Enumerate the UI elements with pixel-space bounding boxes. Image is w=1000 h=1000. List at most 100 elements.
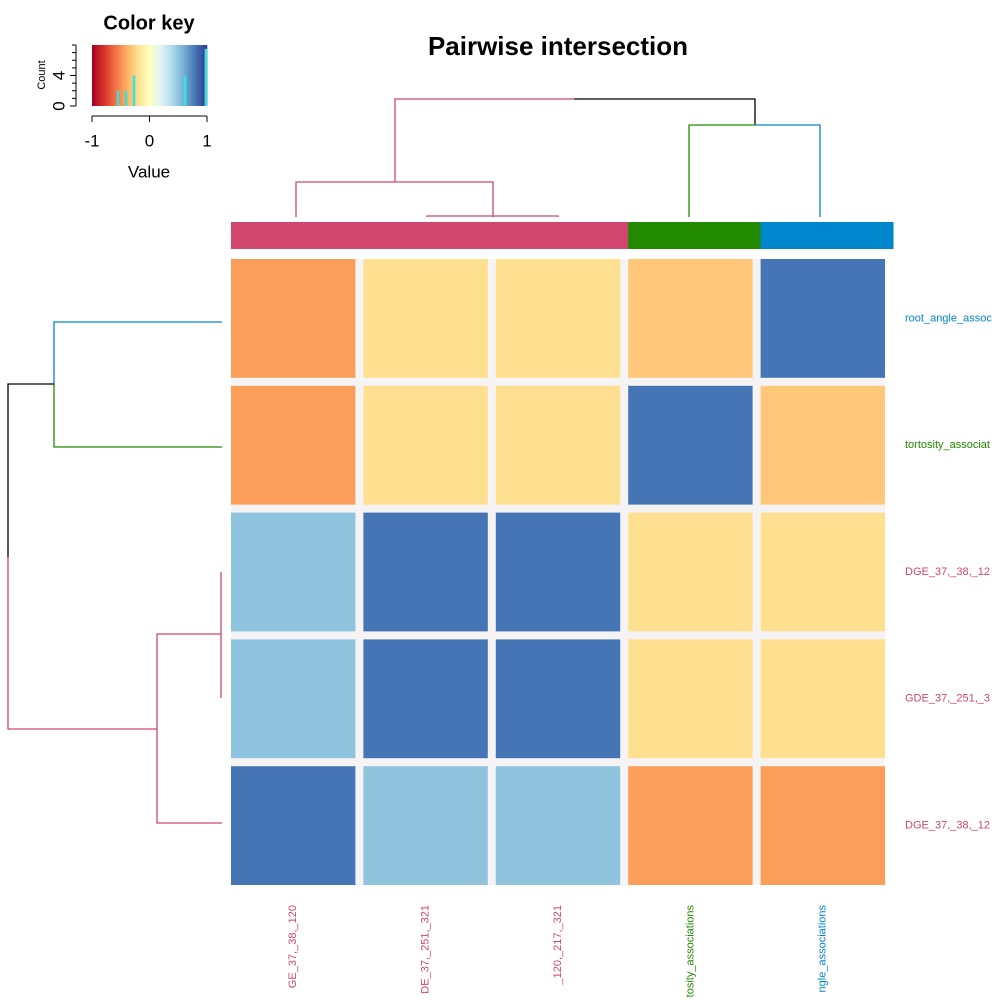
- column-color-bar: [628, 222, 762, 249]
- key-gradient: [107, 45, 110, 106]
- heatmap-cell: [363, 259, 488, 378]
- key-gradient: [143, 45, 146, 106]
- heatmap-cell: [231, 766, 356, 885]
- key-gradient: [115, 45, 118, 106]
- key-gradient: [203, 45, 206, 106]
- heatmap-cell: [231, 259, 356, 378]
- heatmap-cell: [760, 259, 885, 378]
- key-x-tick-label: -1: [84, 131, 99, 150]
- key-gradient: [193, 45, 196, 106]
- key-gradient: [153, 45, 156, 106]
- key-gradient: [191, 45, 194, 106]
- heatmap-cell: [628, 639, 753, 759]
- heatmap-cell: [363, 639, 488, 759]
- key-gradient: [120, 45, 123, 106]
- key-gradient: [166, 45, 169, 106]
- row-label: tortosity_associat: [905, 439, 990, 451]
- column-color-bar: [231, 222, 364, 249]
- column-color-bar: [760, 222, 894, 249]
- key-gradient: [138, 45, 141, 106]
- key-gradient: [111, 45, 114, 106]
- key-gradient: [155, 45, 158, 106]
- key-gradient: [185, 45, 189, 106]
- key-gradient: [128, 45, 131, 106]
- key-gradient: [161, 45, 164, 106]
- key-ylabel: Count: [36, 60, 48, 89]
- column-label: _120,_217,_321: [552, 905, 564, 986]
- key-x-tick-label: 0: [145, 131, 154, 150]
- heatmap-cell: [628, 385, 753, 505]
- key-gradient: [164, 45, 168, 106]
- key-gradient: [109, 45, 112, 106]
- key-x-tick-label: 1: [202, 131, 211, 150]
- key-gradient: [122, 45, 125, 106]
- heatmap-cell: [495, 766, 621, 885]
- key-gradient: [97, 45, 100, 106]
- row-label: root_angle_assoc: [905, 312, 992, 324]
- key-gradient: [92, 45, 95, 106]
- key-gradient: [199, 45, 202, 106]
- heatmap-cell: [628, 259, 753, 378]
- key-gradient: [162, 45, 166, 106]
- key-gradient: [139, 45, 143, 106]
- key-gradient: [174, 45, 177, 106]
- heatmap-cell: [231, 639, 356, 759]
- key-gradient: [189, 45, 192, 106]
- column-color-bar: [363, 222, 497, 249]
- key-gradient: [95, 45, 99, 106]
- key-gradient: [159, 45, 162, 106]
- key-gradient: [103, 45, 106, 106]
- key-gradient: [172, 45, 175, 106]
- heatmap-cell: [628, 766, 753, 885]
- key-y-tick-label: 4: [49, 71, 68, 80]
- heatmap-cell: [495, 385, 621, 505]
- key-gradient: [145, 45, 148, 106]
- key-gradient: [157, 45, 160, 106]
- key-gradient: [118, 45, 122, 106]
- key-gradient: [176, 45, 179, 106]
- heatmap-cell: [495, 259, 621, 378]
- key-gradient: [197, 45, 200, 106]
- key-gradient: [130, 45, 133, 106]
- key-y-tick-label: 0: [49, 101, 68, 110]
- column-label: GE_37,_38,_120: [287, 905, 299, 988]
- key-gradient: [99, 45, 102, 106]
- key-gradient: [124, 45, 127, 106]
- key-gradient: [195, 45, 198, 106]
- key-gradient: [182, 45, 185, 106]
- heatmap-cell: [760, 766, 885, 885]
- row-label: DGE_37,_38,_12: [905, 566, 990, 578]
- key-title: Color key: [103, 12, 195, 34]
- column-label: ngle_associations: [817, 905, 829, 993]
- key-gradient: [180, 45, 183, 106]
- key-gradient: [149, 45, 152, 106]
- heatmap-cell: [760, 385, 885, 505]
- key-gradient: [187, 45, 191, 106]
- heatmap-cell: [495, 639, 621, 759]
- key-gradient: [113, 45, 116, 106]
- key-gradient: [101, 45, 104, 106]
- key-gradient: [134, 45, 137, 106]
- key-gradient: [93, 45, 97, 106]
- key-gradient: [116, 45, 120, 106]
- key-gradient: [126, 45, 129, 106]
- column-label: tosity_associations: [684, 905, 696, 998]
- heatmap-cell: [231, 512, 356, 632]
- heatmap-cell: [231, 385, 356, 505]
- heatmap-cell: [495, 512, 621, 632]
- row-dendrogram: [7, 321, 222, 824]
- key-gradient: [168, 45, 171, 106]
- heatmap-cell: [363, 766, 488, 885]
- key-gradient: [170, 45, 173, 106]
- column-color-bar: [495, 222, 629, 249]
- key-gradient: [147, 45, 150, 106]
- heatmap-cell: [363, 385, 488, 505]
- heatmap-cell: [363, 512, 488, 632]
- key-gradient: [136, 45, 139, 106]
- key-xlabel: Value: [128, 162, 170, 181]
- key-gradient: [151, 45, 154, 106]
- heatmap-cell: [760, 512, 885, 632]
- key-gradient: [201, 45, 204, 106]
- key-gradient: [178, 45, 181, 106]
- heatmap-cell: [760, 639, 885, 759]
